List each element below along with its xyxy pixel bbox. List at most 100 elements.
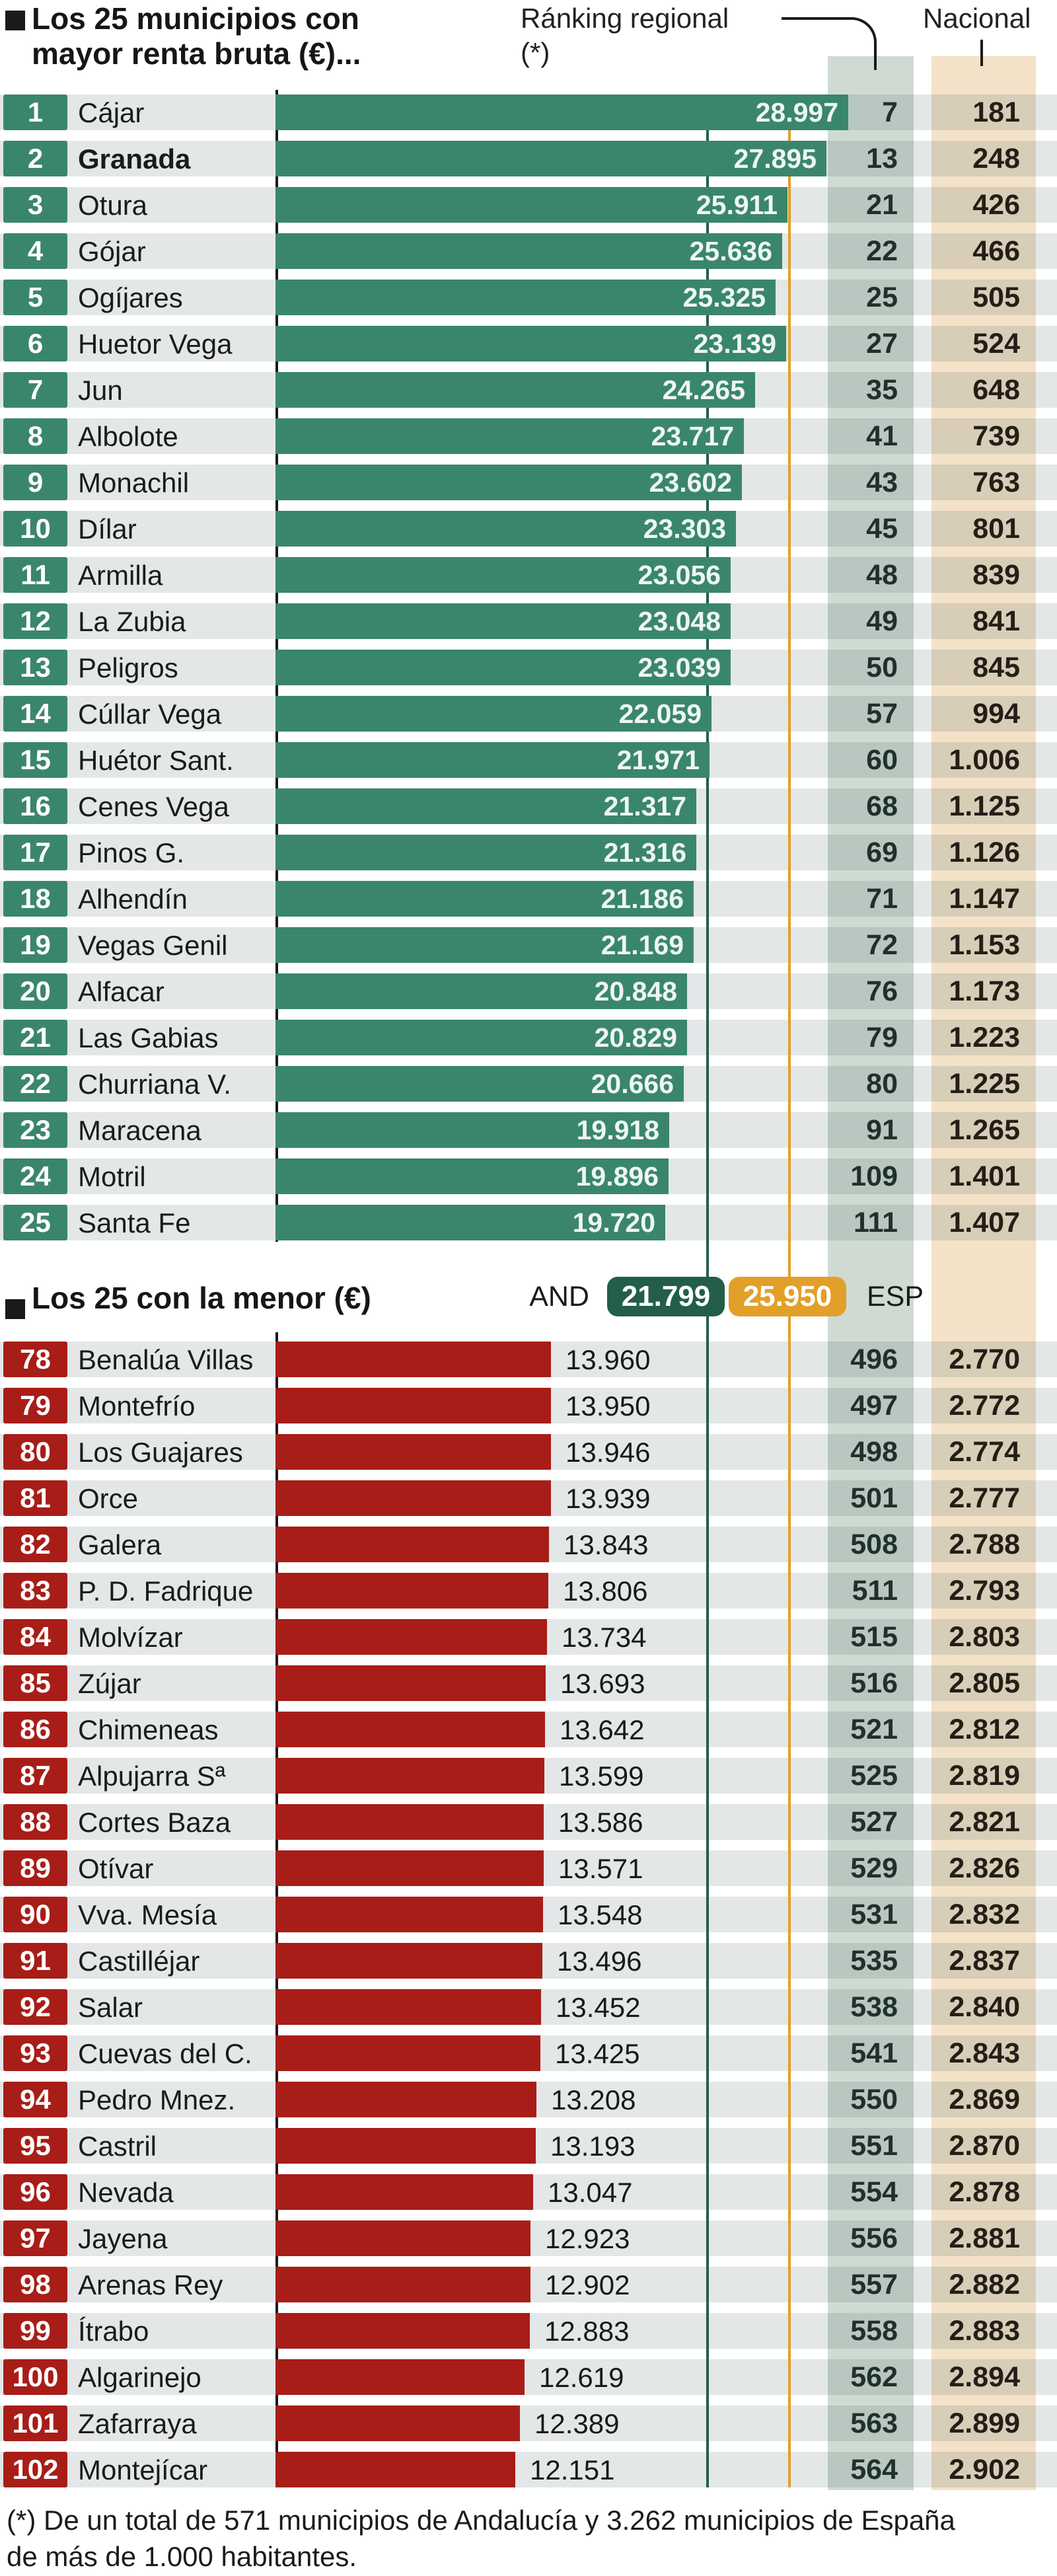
value-bar xyxy=(275,2359,525,2395)
table-row: 82 Galera 13.843 508 2.788 xyxy=(0,1527,1057,1562)
value-label: 13.571 xyxy=(558,1853,643,1884)
rank-badge: 15 xyxy=(3,742,67,778)
table-row: 96 Nevada 13.047 554 2.878 xyxy=(0,2174,1057,2210)
regional-rank-value: 43 xyxy=(866,467,898,498)
rank-badge: 88 xyxy=(3,1804,67,1840)
national-rank-value: 2.770 xyxy=(949,1344,1020,1375)
value-bar: 23.303 xyxy=(275,511,736,547)
municipality-name: Castril xyxy=(78,2131,157,2162)
rank-badge: 13 xyxy=(3,650,67,685)
national-rank-value: 1.173 xyxy=(949,975,1020,1007)
value-label: 21.186 xyxy=(601,883,684,914)
spain-average-line-bottom xyxy=(788,1316,791,2487)
value-label: 13.950 xyxy=(565,1390,651,1421)
municipality-name: Cúllar Vega xyxy=(78,699,222,730)
value-bar: 21.317 xyxy=(275,788,696,824)
national-rank-value: 739 xyxy=(972,420,1020,452)
regional-rank-value: 71 xyxy=(866,883,898,915)
table-row: 92 Salar 13.452 538 2.840 xyxy=(0,1989,1057,2025)
value-label: 23.717 xyxy=(651,420,734,451)
value-label: 23.056 xyxy=(638,559,721,590)
municipality-name: Nevada xyxy=(78,2177,174,2208)
value-bar: 20.829 xyxy=(275,1020,687,1055)
regional-rank-value: 516 xyxy=(850,1667,898,1699)
footnote-line2: de más de 1.000 habitantes. xyxy=(7,2541,357,2572)
table-row: 19 Vegas Genil 21.169 72 1.153 xyxy=(0,927,1057,963)
value-bar xyxy=(275,2174,533,2210)
municipality-name: Vegas Genil xyxy=(78,930,228,961)
national-rank-value: 524 xyxy=(972,328,1020,360)
rank-badge: 87 xyxy=(3,1758,67,1794)
rank-badge: 9 xyxy=(3,465,67,500)
municipality-name: Benalúa Villas xyxy=(78,1344,254,1375)
regional-rank-value: 525 xyxy=(850,1760,898,1792)
value-label: 25.325 xyxy=(682,282,766,313)
table-row: 88 Cortes Baza 13.586 527 2.821 xyxy=(0,1804,1057,1840)
national-rank-value: 1.265 xyxy=(949,1114,1020,1146)
value-bar: 19.896 xyxy=(275,1158,669,1194)
table-row: 78 Benalúa Villas 13.960 496 2.770 xyxy=(0,1342,1057,1377)
municipality-name: Galera xyxy=(78,1529,162,1560)
national-rank-value: 2.774 xyxy=(949,1436,1020,1468)
table-row: 20 Alfacar 20.848 76 1.173 xyxy=(0,973,1057,1009)
municipality-name: Ítrabo xyxy=(78,2316,149,2347)
value-bar: 21.169 xyxy=(275,927,694,963)
value-label: 22.059 xyxy=(618,698,702,729)
andalucia-average-badge: 21.799 xyxy=(607,1277,725,1316)
column-header-regional-note: (*) xyxy=(521,37,550,68)
value-label: 13.693 xyxy=(560,1668,645,1699)
value-bar: 20.666 xyxy=(275,1066,684,1102)
value-bar: 21.971 xyxy=(275,742,710,778)
municipality-name: Castilléjar xyxy=(78,1946,200,1977)
table-row: 90 Vva. Mesía 13.548 531 2.832 xyxy=(0,1897,1057,1932)
value-bar xyxy=(275,1434,551,1470)
municipality-name: Los Guajares xyxy=(78,1437,243,1468)
rank-badge: 5 xyxy=(3,280,67,315)
value-label: 13.806 xyxy=(563,1575,648,1607)
national-rank-value: 1.407 xyxy=(949,1207,1020,1238)
value-label: 12.619 xyxy=(539,2362,624,2393)
table-row: 3 Otura 25.911 21 426 xyxy=(0,187,1057,223)
national-rank-value: 2.793 xyxy=(949,1575,1020,1607)
regional-rank-value: 35 xyxy=(866,374,898,406)
value-label: 13.548 xyxy=(558,1899,643,1930)
national-rank-value: 2.837 xyxy=(949,1945,1020,1977)
value-label: 13.047 xyxy=(548,2177,633,2208)
rank-badge: 81 xyxy=(3,1480,67,1516)
regional-ranking-column-bg xyxy=(828,56,914,2490)
value-bar: 23.048 xyxy=(275,603,731,639)
municipality-name: P. D. Fadrique xyxy=(78,1575,254,1607)
table-row: 95 Castril 13.193 551 2.870 xyxy=(0,2128,1057,2164)
municipality-name: Otívar xyxy=(78,1853,154,1884)
rank-badge: 96 xyxy=(3,2174,67,2210)
value-label: 13.642 xyxy=(560,1714,645,1745)
municipality-name: Jayena xyxy=(78,2223,168,2254)
table-row: 81 Orce 13.939 501 2.777 xyxy=(0,1480,1057,1516)
value-label: 13.939 xyxy=(565,1483,651,1514)
value-label: 19.918 xyxy=(576,1114,659,1145)
table-row: 93 Cuevas del C. 13.425 541 2.843 xyxy=(0,2035,1057,2071)
regional-rank-value: 7 xyxy=(882,96,898,128)
regional-rank-value: 13 xyxy=(866,143,898,174)
value-label: 13.496 xyxy=(557,1946,642,1977)
national-rank-value: 1.153 xyxy=(949,929,1020,961)
rank-badge: 93 xyxy=(3,2035,67,2071)
regional-rank-value: 91 xyxy=(866,1114,898,1146)
municipality-name: Jun xyxy=(78,375,123,406)
national-rank-value: 2.869 xyxy=(949,2084,1020,2115)
regional-rank-value: 21 xyxy=(866,189,898,221)
rank-badge: 12 xyxy=(3,603,67,639)
table-row: 14 Cúllar Vega 22.059 57 994 xyxy=(0,696,1057,732)
rank-badge: 17 xyxy=(3,835,67,870)
municipality-name: Pedro Mnez. xyxy=(78,2084,236,2115)
municipality-name: Vva. Mesía xyxy=(78,1899,217,1930)
national-rank-value: 466 xyxy=(972,235,1020,267)
table-row: 23 Maracena 19.918 91 1.265 xyxy=(0,1112,1057,1148)
value-bar: 21.186 xyxy=(275,881,694,917)
national-rank-value: 2.812 xyxy=(949,1714,1020,1745)
value-label: 20.848 xyxy=(594,975,677,1006)
value-bar: 20.848 xyxy=(275,973,687,1009)
value-bar xyxy=(275,1758,544,1794)
rank-badge: 22 xyxy=(3,1066,67,1102)
table-row: 94 Pedro Mnez. 13.208 550 2.869 xyxy=(0,2082,1057,2117)
